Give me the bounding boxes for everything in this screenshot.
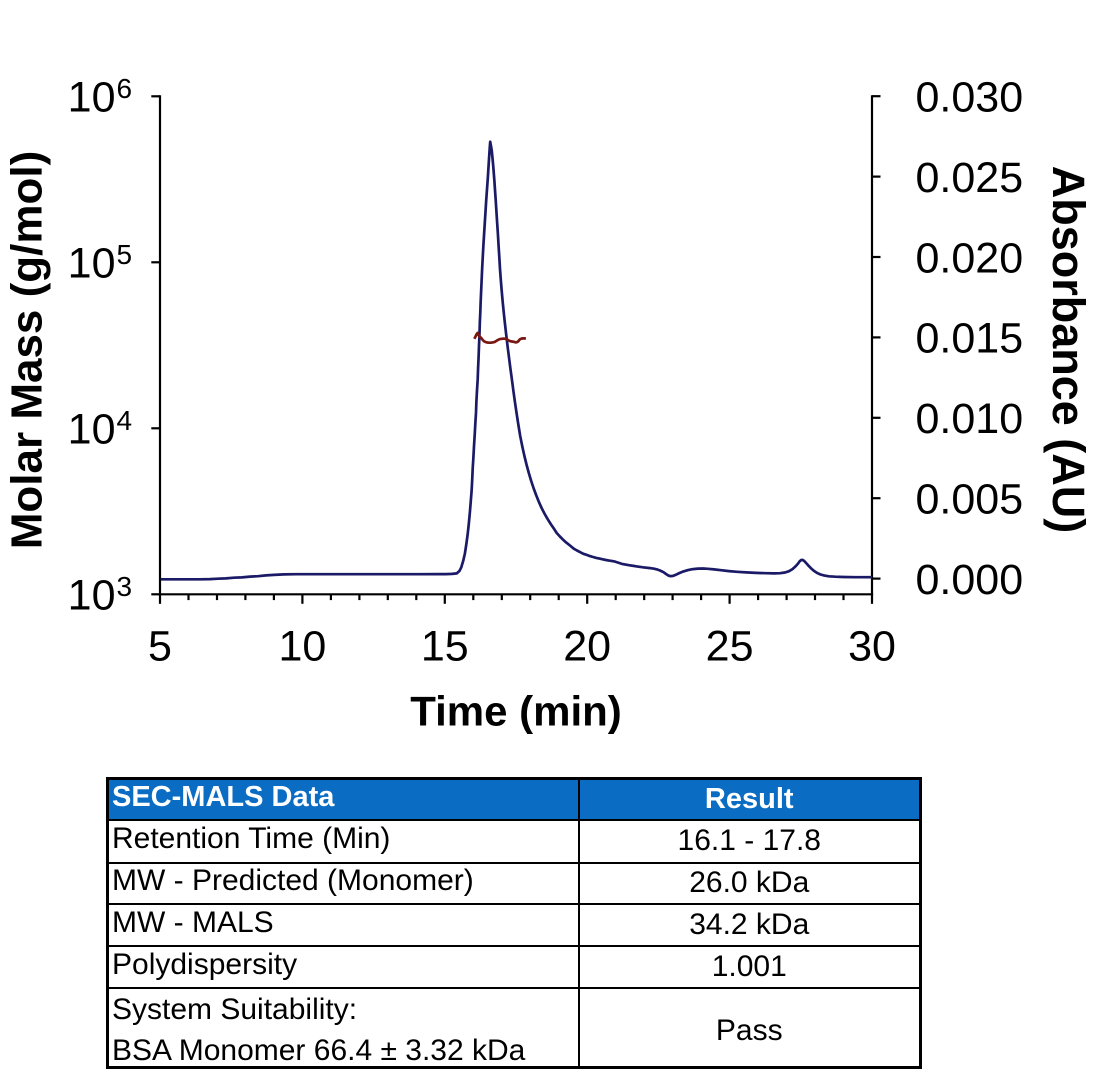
svg-text:25: 25	[706, 623, 754, 671]
svg-text:5: 5	[148, 623, 172, 671]
svg-text:10: 10	[278, 623, 326, 671]
svg-text:0.010: 0.010	[916, 395, 1024, 443]
svg-text:10: 10	[68, 572, 116, 620]
svg-text:Absorbance (AU): Absorbance (AU)	[1043, 166, 1093, 534]
svg-text:5: 5	[117, 239, 133, 270]
svg-text:0.005: 0.005	[916, 476, 1024, 524]
svg-text:3: 3	[117, 571, 133, 602]
svg-text:6: 6	[117, 73, 133, 104]
svg-text:4: 4	[117, 405, 133, 436]
svg-text:0.025: 0.025	[916, 154, 1024, 202]
svg-text:10: 10	[68, 406, 116, 454]
svg-text:10: 10	[68, 240, 116, 288]
svg-text:20: 20	[563, 623, 611, 671]
svg-text:0.030: 0.030	[916, 74, 1024, 122]
svg-text:0.020: 0.020	[916, 234, 1024, 282]
svg-text:15: 15	[421, 623, 469, 671]
svg-text:Time (min): Time (min)	[410, 688, 622, 735]
svg-text:Molar Mass (g/mol): Molar Mass (g/mol)	[3, 151, 52, 550]
svg-text:10: 10	[68, 74, 116, 122]
svg-text:30: 30	[848, 623, 896, 671]
svg-text:0.015: 0.015	[916, 315, 1024, 363]
svg-text:0.000: 0.000	[916, 556, 1024, 604]
